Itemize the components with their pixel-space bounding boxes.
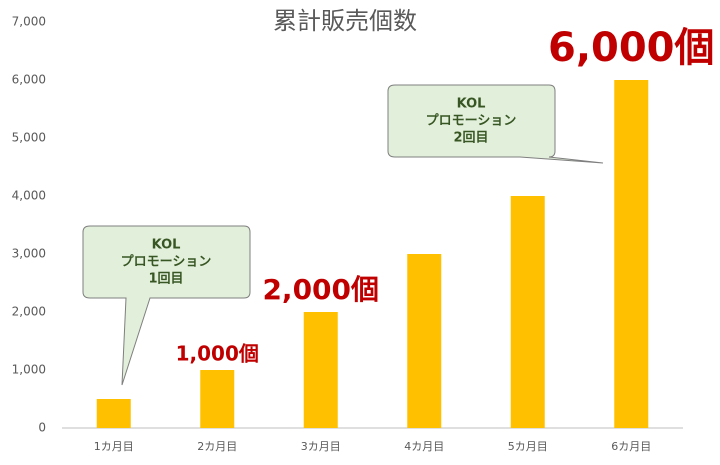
annotation-text: 2回目 [453,131,488,146]
x-tick-label: 2カ月目 [197,440,237,453]
x-tick-label: 4カ月目 [404,440,444,453]
callout-box [387,84,604,164]
bar [96,399,131,428]
annotation-text: プロモーション [426,114,517,129]
data-label: 6,000個 [548,25,715,71]
annotation-text: KOL [457,97,486,112]
data-label: 1,000個 [176,342,259,366]
y-tick-label: 3,000 [12,247,46,261]
annotation-text: プロモーション [121,255,212,270]
annotation-text: 1回目 [148,272,183,287]
annotation-text: KOL [152,238,181,253]
y-tick-label: 1,000 [12,363,46,377]
chart-title: 累計販売個数 [273,7,417,35]
y-tick-label: 2,000 [12,305,46,319]
y-tick-label: 4,000 [12,189,46,203]
bar [510,196,545,428]
x-tick-label: 1カ月目 [94,440,134,453]
bar [303,312,338,428]
x-tick-label: 6カ月目 [611,440,651,453]
data-label: 2,000個 [262,273,379,306]
y-tick-label: 7,000 [12,15,46,29]
bar [200,370,235,428]
x-tick-label: 3カ月目 [301,440,341,453]
x-tick-label: 5カ月目 [508,440,548,453]
callout-box [82,225,251,386]
y-tick-label: 5,000 [12,131,46,145]
y-tick-label: 6,000 [12,73,46,87]
bar [407,254,442,428]
bar [614,80,649,428]
y-tick-label: 0 [38,421,46,435]
